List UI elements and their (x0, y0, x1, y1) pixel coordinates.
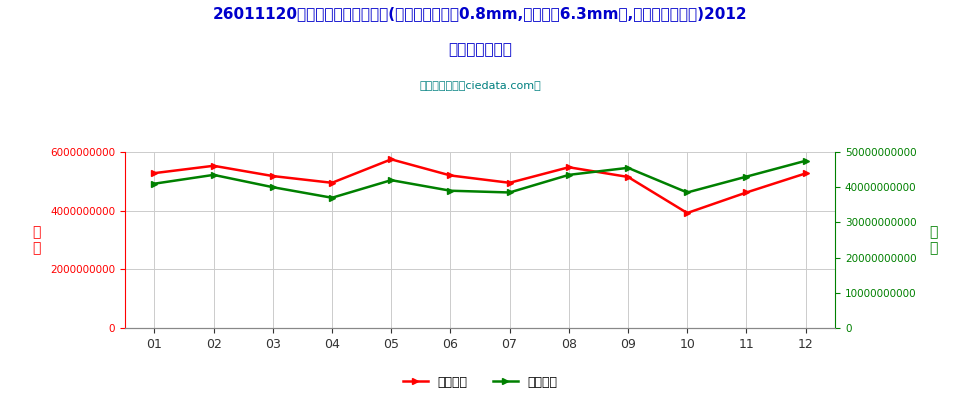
进口数量 (741, 174, 753, 179)
进口数量 (563, 172, 574, 177)
进口数量 (326, 195, 338, 200)
进口美元 (386, 157, 397, 162)
进口美元 (208, 163, 220, 168)
进口美元 (149, 171, 160, 176)
Line: 进口数量: 进口数量 (151, 157, 809, 201)
进口美元 (444, 173, 456, 178)
Text: 年进口月度走势: 年进口月度走势 (448, 42, 512, 57)
Text: 进出口服务网（ciedata.com）: 进出口服务网（ciedata.com） (420, 80, 540, 90)
进口数量 (682, 190, 693, 195)
进口美元 (741, 190, 753, 195)
进口数量 (386, 178, 397, 182)
进口美元 (504, 180, 516, 185)
进口数量 (267, 185, 278, 190)
进口美元 (622, 174, 634, 179)
Text: 26011120未烧结铁矿砂及其精矿(平均粒度不小于0.8mm,但不大于6.3mm的,焙烧黄铁矿除外)2012: 26011120未烧结铁矿砂及其精矿(平均粒度不小于0.8mm,但不大于6.3m… (213, 6, 747, 21)
进口数量 (208, 172, 220, 177)
Legend: 进口美元, 进口数量: 进口美元, 进口数量 (397, 371, 563, 394)
进口数量 (504, 190, 516, 195)
进口美元 (326, 180, 338, 185)
进口数量 (444, 188, 456, 193)
进口数量 (622, 166, 634, 170)
进口数量 (149, 181, 160, 186)
进口数量 (800, 158, 811, 163)
进口美元 (563, 165, 574, 170)
Y-axis label: 数
量: 数 量 (929, 225, 937, 255)
进口美元 (267, 174, 278, 178)
Line: 进口美元: 进口美元 (151, 156, 809, 216)
进口美元 (682, 211, 693, 216)
Y-axis label: 金
额: 金 额 (32, 225, 40, 255)
进口美元 (800, 171, 811, 176)
